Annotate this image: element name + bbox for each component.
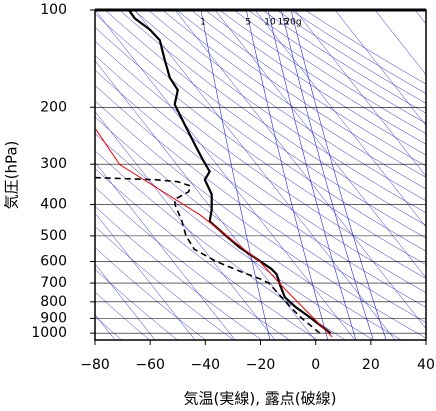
y-tick-label: 700 (40, 275, 67, 291)
dry-adiabat (95, 291, 150, 340)
reference-line (294, 10, 426, 177)
mixing-ratio-line (281, 10, 374, 340)
dry-adiabat (95, 168, 318, 340)
reference-line (95, 10, 356, 340)
reference-line (254, 10, 426, 228)
profile-line (128, 10, 332, 335)
y-tick-label: 900 (40, 310, 67, 326)
mixing-ratio-label: 10 (264, 18, 276, 28)
y-tick-label: 100 (40, 2, 67, 18)
mixing-ratio-label: 15 (278, 18, 289, 28)
x-tick-label: 20 (362, 357, 380, 373)
mixing-ratio-line (267, 10, 357, 340)
dry-adiabat (95, 55, 426, 294)
x-tick-label: −40 (191, 357, 221, 373)
mixing-ratio-label: 5 (245, 18, 251, 28)
profile-line (95, 129, 333, 338)
dry-adiabat (95, 206, 262, 340)
dry-adiabat (262, 10, 426, 114)
reference-line (174, 10, 426, 329)
dry-adiabat (95, 84, 426, 323)
dry-adiabat (119, 10, 426, 226)
x-tick-label: −60 (135, 357, 165, 373)
reference-line (334, 10, 426, 126)
dry-adiabat (205, 10, 426, 156)
dry-adiabat (104, 10, 426, 239)
y-tick-label: 500 (40, 228, 67, 244)
dry-adiabat (95, 247, 206, 340)
y-tick-label: 300 (40, 156, 67, 172)
reference-line (95, 60, 316, 340)
dry-adiabat (95, 226, 234, 340)
dry-adiabat (233, 10, 426, 134)
dry-adiabat (190, 10, 426, 167)
dry-adiabat (95, 116, 402, 340)
mixing-ratio-line (290, 10, 387, 340)
profile-line (95, 176, 321, 334)
reference-line (95, 212, 196, 340)
reference-line (214, 10, 426, 279)
reference-line (95, 111, 276, 340)
dry-adiabat (95, 69, 426, 308)
x-tick-label: 0 (311, 357, 320, 373)
dry-adiabat (95, 13, 426, 252)
x-tick-label: −80 (80, 357, 110, 373)
dry-adiabat (305, 10, 426, 85)
y-tick-label: 200 (40, 99, 67, 115)
y-tick-label: 600 (40, 253, 67, 269)
y-axis-title: 気圧(hPa) (3, 141, 21, 210)
dry-adiabat (176, 10, 426, 178)
dry-adiabat (147, 10, 426, 202)
y-tick-label: 1000 (31, 325, 67, 341)
y-tick-label: 400 (40, 197, 67, 213)
mixing-ratio-label: 1 (200, 18, 206, 28)
y-tick-label: 800 (40, 294, 67, 310)
dry-adiabat (133, 10, 426, 214)
reference-line (374, 10, 426, 76)
x-axis-title: 気温(実線), 露点(破線) (184, 390, 337, 408)
reference-line (134, 10, 396, 340)
x-tick-label: 40 (417, 357, 435, 373)
dry-adiabat (162, 10, 426, 190)
mixing-ratio-label: 20g (284, 18, 301, 28)
dry-adiabat (95, 268, 178, 340)
x-tick-label: −20 (246, 357, 276, 373)
mixing-ratio-line (246, 10, 329, 340)
dry-adiabat (95, 100, 426, 339)
plot-frame (94, 9, 427, 341)
dry-adiabat (95, 40, 426, 279)
reference-line (95, 161, 236, 340)
dry-adiabat (95, 186, 290, 340)
mixing-ratio-line (200, 10, 271, 340)
profiles (95, 10, 333, 338)
dry-adiabat (95, 26, 426, 265)
dry-adiabat (219, 10, 426, 145)
dry-adiabat (95, 315, 122, 340)
reference-line (95, 263, 156, 340)
